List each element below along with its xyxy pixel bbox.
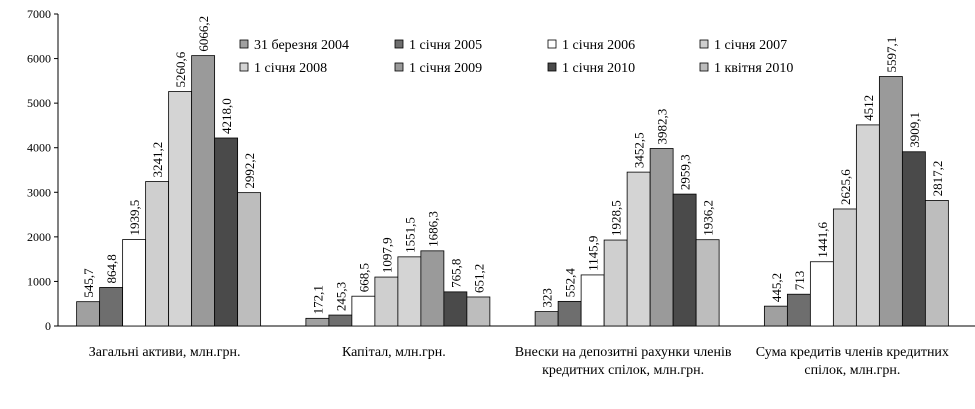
value-label: 651,2: [471, 264, 486, 293]
value-label: 3241,2: [150, 142, 165, 178]
value-label: 1441,6: [815, 221, 830, 257]
bar: [672, 193, 697, 327]
value-label: 4218,0: [219, 98, 234, 134]
value-label: 245,3: [333, 282, 348, 311]
y-tick-label: 4000: [27, 141, 51, 155]
legend-label: 1 січня 2007: [714, 38, 787, 53]
bar: [76, 301, 101, 327]
value-label: 2992,2: [242, 153, 257, 189]
value-label: 3909,1: [907, 112, 922, 148]
legend-label: 1 січня 2008: [254, 61, 327, 76]
y-tick-label: 1000: [27, 274, 51, 288]
legend-label: 1 січня 2010: [562, 61, 635, 76]
value-label: 1145,9: [586, 236, 601, 271]
bar: [214, 137, 239, 327]
bar: [557, 300, 582, 327]
value-label: 1551,5: [402, 217, 417, 253]
bar: [534, 311, 559, 327]
x-tick-label: Внески на депозитні рахунки членів креди…: [514, 345, 732, 378]
x-tick-label: Загальні активи, млн.грн.: [88, 345, 241, 360]
value-label: 172,1: [310, 285, 325, 314]
legend-swatch: [699, 39, 709, 49]
value-label: 668,5: [356, 263, 371, 292]
bar: [695, 239, 720, 327]
legend-label: 1 квітня 2010: [714, 61, 793, 76]
value-label: 3982,3: [655, 109, 670, 145]
bar: [855, 124, 880, 327]
bar: [305, 317, 330, 327]
bar: [420, 250, 445, 327]
bar: [786, 293, 811, 327]
bar: [832, 208, 857, 327]
value-label: 445,2: [769, 273, 784, 302]
x-tick-label: Сума кредитів членів кредитних спілок, м…: [755, 345, 949, 378]
value-label: 2817,2: [930, 161, 945, 197]
bar: [328, 314, 353, 327]
value-label: 2625,6: [838, 169, 853, 205]
bar: [763, 305, 788, 327]
y-tick-label: 6000: [27, 52, 51, 66]
value-label: 864,8: [104, 254, 119, 283]
bar: [237, 192, 262, 327]
value-label: 552,4: [563, 268, 578, 298]
bar: [901, 151, 926, 327]
value-label: 3452,5: [632, 132, 647, 168]
value-label: 5260,6: [173, 51, 188, 87]
x-tick-label: Капітал, млн.грн.: [342, 345, 446, 360]
value-label: 4512: [861, 95, 876, 121]
bar: [603, 239, 628, 327]
bar: [168, 91, 193, 327]
legend-swatch: [394, 39, 404, 49]
y-tick-label: 7000: [27, 7, 51, 21]
y-tick-label: 5000: [27, 96, 51, 110]
bar: [99, 287, 124, 327]
bar: [580, 274, 605, 327]
y-tick-label: 0: [45, 319, 51, 333]
legend-label: 1 січня 2006: [562, 38, 635, 53]
value-label: 1936,2: [701, 200, 716, 236]
bar: [649, 148, 674, 327]
value-label: 1686,3: [425, 211, 440, 247]
value-label: 713: [792, 271, 807, 291]
bar: [443, 291, 468, 327]
value-label: 1097,9: [379, 237, 394, 273]
legend-swatch: [239, 39, 249, 49]
bar: [122, 239, 147, 327]
y-tick-label: 2000: [27, 230, 51, 244]
bar: [809, 261, 834, 327]
legend-label: 31 березня 2004: [254, 38, 349, 53]
legend-swatch: [394, 62, 404, 72]
value-label: 545,7: [81, 268, 96, 298]
value-label: 323: [540, 288, 555, 308]
y-tick-label: 3000: [27, 185, 51, 199]
bar: [878, 76, 903, 327]
legend-label: 1 січня 2009: [409, 61, 482, 76]
bar: [924, 200, 949, 327]
bar: [191, 55, 216, 327]
legend-label: 1 січня 2005: [409, 38, 482, 53]
bar: [626, 171, 651, 327]
legend-swatch: [699, 62, 709, 72]
value-label: 1928,5: [609, 200, 624, 236]
value-label: 765,8: [448, 259, 463, 288]
legend-swatch: [547, 62, 557, 72]
bar: [374, 276, 399, 327]
value-label: 5597,1: [884, 37, 899, 73]
bar: [145, 181, 170, 327]
value-label: 6066,2: [196, 16, 211, 52]
bar: [466, 296, 491, 327]
value-label: 2959,3: [678, 154, 693, 190]
bar: [351, 295, 376, 327]
bar: [397, 256, 422, 327]
legend-swatch: [239, 62, 249, 72]
value-label: 1939,5: [127, 200, 142, 236]
legend-swatch: [547, 39, 557, 49]
